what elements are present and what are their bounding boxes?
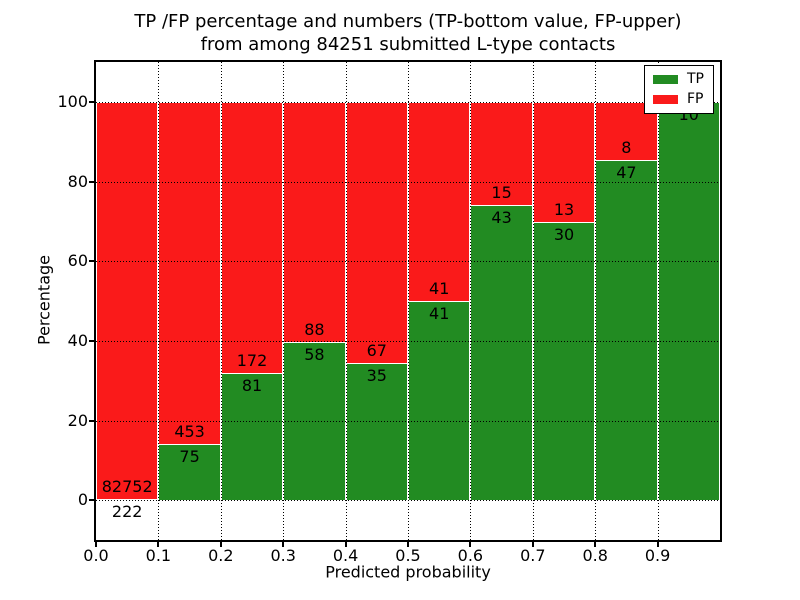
y-tick-mark [89,100,96,103]
fp-bar [408,101,471,301]
chart-title: TP /FP percentage and numbers (TP-bottom… [96,10,720,56]
fp-count-label: 67 [366,341,387,361]
x-tick-mark [656,540,659,547]
tp-count-label: 222 [111,502,143,522]
legend-label-fp: FP [687,91,704,107]
fp-bar [220,101,284,373]
tp-bar [657,101,720,501]
fp-count-label: 13 [553,200,575,220]
x-tick-label: 0.6 [457,546,484,565]
tp-count-label: 75 [179,446,200,466]
tp-count-label: 41 [429,304,450,323]
tp-bar [345,363,408,501]
v-gridline [408,62,409,540]
h-gridline [96,340,720,342]
fp-bar [283,101,346,342]
fp-count-label: 172 [236,350,268,370]
legend-item-tp: TP [653,72,704,86]
x-tick-mark [531,540,534,547]
tp-bar [408,301,471,501]
tp-count-label: 81 [241,375,263,395]
x-tick-label: 0.8 [582,546,608,565]
v-gridline [345,62,347,540]
fp-bar [96,101,159,500]
x-axis-label: Predicted probability [325,562,491,582]
y-tick-mark [89,419,96,422]
x-tick-label: 0.2 [208,546,234,565]
x-tick-label: 0.3 [270,546,296,565]
legend-label-tp: TP [687,71,704,87]
y-tick-label: 0 [77,490,88,510]
tp-swatch-icon [653,74,678,84]
v-gridline [595,62,597,540]
x-tick-label: 0.1 [145,546,172,565]
fp-count-label: 41 [429,279,450,298]
tp-count-label: 35 [366,366,387,386]
y-tick-mark [89,260,96,263]
x-tick-mark [344,540,347,547]
fp-count-label: 82752 [101,477,153,497]
y-tick-mark [89,499,96,502]
y-tick-mark [89,339,96,342]
tp-bar [96,499,159,501]
tp-bar [532,222,596,501]
tp-count-label: 30 [553,225,575,245]
x-tick-label: 0.0 [83,546,109,565]
tp-count-label: 47 [616,162,637,182]
v-gridline [657,62,659,540]
x-tick-label: 0.5 [395,546,421,565]
x-tick-mark [407,540,409,547]
x-tick-mark [469,540,472,547]
plot-area: 82752 222 453 75 172 81 88 58 67 35 41 41 15 43 13 30 8 4… [94,60,722,542]
v-gridline [220,62,222,540]
y-tick-label: 100 [57,91,88,111]
fp-count-label: 15 [491,182,512,202]
chart-title-line2: from among 84251 submitted L-type contac… [200,34,616,55]
fp-count-label: 453 [174,421,205,441]
fp-count-label: 88 [304,319,325,339]
y-tick-label: 60 [67,251,88,271]
tp-count-label: 58 [304,344,325,364]
tp-bar [595,159,658,501]
x-tick-mark [157,540,160,547]
fp-bar [158,101,221,444]
y-tick-label: 40 [67,330,88,350]
v-gridline [283,62,285,540]
x-tick-label: 0.9 [644,546,671,565]
x-tick-mark [282,540,285,547]
y-tick-label: 20 [67,410,88,430]
legend: TP FP [644,65,714,114]
h-gridline [96,261,720,263]
x-tick-mark [219,540,222,547]
v-gridline [532,62,534,540]
h-gridline [96,420,720,422]
h-gridline [96,500,720,502]
x-tick-mark [594,540,597,547]
chart-title-line1: TP /FP percentage and numbers (TP-bottom… [134,11,682,32]
fp-swatch-icon [653,94,678,104]
x-tick-label: 0.7 [520,546,546,565]
fp-count-label: 8 [621,137,632,157]
y-tick-label: 80 [67,171,88,191]
v-gridline [470,62,472,540]
x-tick-mark [95,540,97,547]
h-gridline [96,101,720,103]
tp-bar [470,204,533,501]
h-gridline [96,181,720,183]
y-tick-mark [89,180,96,183]
legend-item-fp: FP [653,92,704,106]
v-gridline [158,62,160,540]
tp-bar [220,372,284,501]
tp-count-label: 43 [491,207,512,227]
fp-bar [345,101,408,364]
x-tick-label: 0.4 [332,546,359,565]
